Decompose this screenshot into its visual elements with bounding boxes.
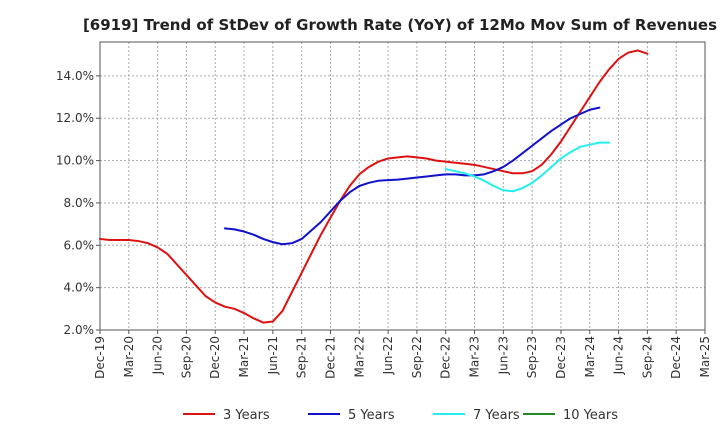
- y-tick-label: 4.0%: [64, 281, 95, 295]
- y-tick-label: 8.0%: [64, 196, 95, 210]
- series-line-5-years: [223, 106, 601, 246]
- chart-title: [6919] Trend of StDev of Growth Rate (Yo…: [83, 16, 717, 34]
- plot-area: [99, 41, 706, 331]
- x-tick-label: Sep-21: [295, 336, 309, 378]
- x-tick-label: Mar-23: [468, 336, 482, 377]
- x-tick-label: Jun-22: [381, 336, 395, 375]
- x-tick-label: Sep-22: [410, 336, 424, 378]
- x-tick-label: Sep-20: [179, 336, 193, 378]
- y-tick-label: 10.0%: [56, 154, 94, 168]
- legend-label: 3 Years: [223, 408, 270, 423]
- x-tick-label: Dec-21: [323, 336, 337, 379]
- legend-label: 7 Years: [473, 408, 520, 423]
- x-tick-label: Mar-22: [352, 336, 366, 377]
- x-tick-label: Dec-20: [208, 336, 222, 379]
- y-tick-label: 14.0%: [56, 69, 94, 83]
- x-tick-label: Jun-23: [496, 336, 510, 375]
- grid: [99, 42, 706, 331]
- x-tick-label: Jun-21: [266, 336, 280, 375]
- series-line-3-years: [99, 49, 649, 324]
- x-tick-label: Mar-21: [237, 336, 251, 377]
- y-axis: 2.0% 4.0% 6.0% 8.0% 10.0% 12.0% 14.0%: [56, 69, 100, 337]
- series-line-7-years: [444, 141, 610, 193]
- x-tick-label: Sep-23: [525, 336, 539, 378]
- x-tick-label: Mar-20: [122, 336, 136, 377]
- x-axis: Dec-19 Mar-20 Jun-20 Sep-20 Dec-20 Mar-21 Jun-…: [93, 330, 712, 379]
- series-lines: [99, 49, 649, 324]
- y-tick-label: 12.0%: [56, 111, 94, 125]
- x-tick-label: Jun-20: [151, 336, 165, 375]
- y-tick-label: 6.0%: [64, 238, 95, 252]
- legend: 3 Years 5 Years 7 Years 10 Years: [183, 408, 618, 423]
- x-tick-label: Dec-22: [439, 336, 453, 379]
- x-tick-label: Dec-23: [554, 336, 568, 379]
- legend-label: 10 Years: [563, 408, 618, 423]
- x-tick-label: Mar-24: [583, 336, 597, 377]
- legend-label: 5 Years: [348, 408, 395, 423]
- x-tick-label: Mar-25: [698, 336, 712, 377]
- x-tick-label: Jun-24: [612, 336, 626, 375]
- x-tick-label: Sep-24: [640, 336, 654, 378]
- x-tick-label: Dec-19: [93, 336, 107, 379]
- y-tick-label: 2.0%: [64, 323, 95, 337]
- x-tick-label: Dec-24: [669, 336, 683, 379]
